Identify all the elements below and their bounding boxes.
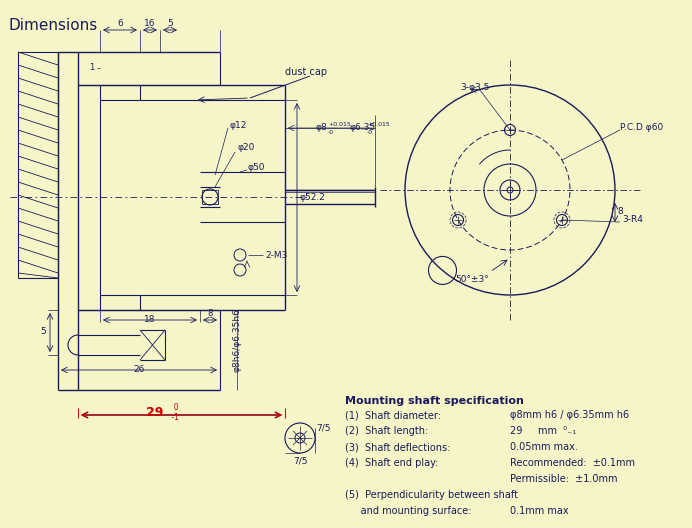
Text: 2-M3: 2-M3 [265,250,287,259]
Text: -1: -1 [169,412,179,421]
Text: 16: 16 [144,19,156,28]
Text: dust cap: dust cap [285,67,327,77]
Text: φ6.35: φ6.35 [349,124,375,133]
Text: Recommended:  ±0.1mm: Recommended: ±0.1mm [510,458,635,468]
Text: P.C.D φ60: P.C.D φ60 [620,124,663,133]
Text: φ8h6/φ6.35h6: φ8h6/φ6.35h6 [233,308,242,372]
Text: 6: 6 [117,19,123,28]
Text: φ52.2: φ52.2 [299,193,325,202]
Text: and mounting surface:: and mounting surface: [345,506,471,516]
Text: 50°±3°: 50°±3° [455,276,489,285]
Text: 7/5: 7/5 [293,457,307,466]
Text: 5: 5 [40,327,46,336]
Text: 1: 1 [89,63,95,72]
Text: (3)  Shaft deflections:: (3) Shaft deflections: [345,442,450,452]
Text: (1)  Shaft diameter:: (1) Shaft diameter: [345,410,441,420]
Text: φ20: φ20 [237,144,255,153]
Text: 0.1mm max: 0.1mm max [510,506,569,516]
Text: 8: 8 [617,208,623,216]
Text: 0.05mm max.: 0.05mm max. [510,442,578,452]
Text: (4)  Shaft end play:: (4) Shaft end play: [345,458,438,468]
Text: φ8: φ8 [315,124,327,133]
Text: Dimensions: Dimensions [8,18,98,33]
Text: φ12: φ12 [230,120,247,129]
Text: -0: -0 [328,130,334,136]
Text: Mounting shaft specification: Mounting shaft specification [345,396,524,406]
Text: φ50: φ50 [248,164,266,173]
Text: +0.015: +0.015 [328,121,351,127]
Text: -0: -0 [367,130,373,136]
Text: 29     mm  ⁰₋₁: 29 mm ⁰₋₁ [510,426,576,436]
Text: 7/5: 7/5 [316,423,331,432]
Text: (2)  Shaft length:: (2) Shaft length: [345,426,428,436]
Text: 18: 18 [144,316,156,325]
Text: 29: 29 [146,407,164,420]
Text: 26: 26 [134,365,145,374]
Text: 8: 8 [208,309,212,318]
Text: 3-φ3.5: 3-φ3.5 [460,82,489,91]
Text: φ8mm h6 / φ6.35mm h6: φ8mm h6 / φ6.35mm h6 [510,410,629,420]
Text: 3-R4: 3-R4 [622,215,643,224]
Text: +0.015: +0.015 [367,121,390,127]
Text: 5: 5 [167,19,173,28]
Text: (5)  Perpendicularity between shaft: (5) Perpendicularity between shaft [345,490,518,500]
Text: 0: 0 [169,403,179,412]
Text: Permissible:  ±1.0mm: Permissible: ±1.0mm [510,474,617,484]
